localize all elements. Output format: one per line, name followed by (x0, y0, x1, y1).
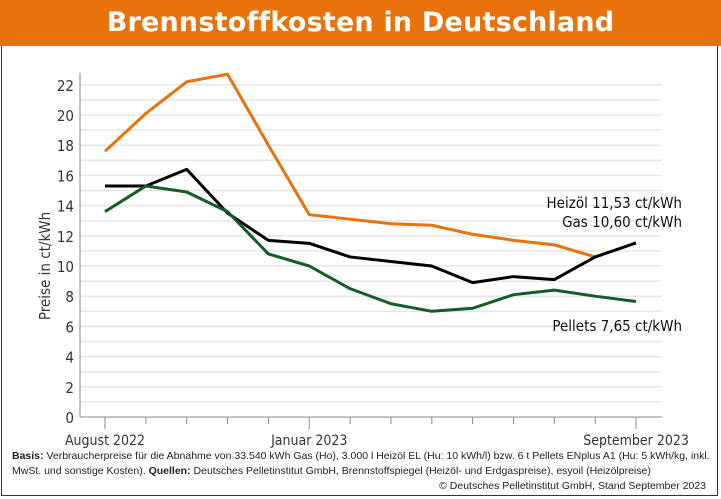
x-tick-label: September 2023 (583, 433, 689, 449)
footnote-basis: Basis: Verbraucherpreise für die Abnahme… (12, 449, 712, 479)
series-end-label: Pellets 7,65 ct/kWh (552, 317, 682, 335)
series-line-gas (103, 72, 596, 259)
y-tick-label: 20 (57, 107, 74, 125)
basis-label: Basis: (12, 450, 44, 462)
series-line-pellets (104, 184, 637, 313)
y-tick-label: 12 (57, 228, 74, 246)
y-tick-label: 10 (57, 258, 74, 276)
series-line-heizoel (105, 167, 637, 285)
y-tick-label: 2 (65, 379, 74, 397)
y-tick-label: 0 (65, 409, 74, 427)
y-tick-label: 16 (57, 167, 74, 185)
y-tick-label: 14 (57, 198, 74, 216)
series-end-label: Gas 10,60 ct/kWh (562, 213, 682, 231)
y-tick-label: 22 (57, 77, 74, 95)
series-end-label: Heizöl 11,53 ct/kWh (547, 194, 682, 212)
sources-text: Deutsches Pelletinstitut GmbH, Brennstof… (193, 465, 651, 477)
y-tick-label: 8 (65, 288, 74, 306)
y-tick-label: 18 (57, 137, 74, 155)
y-tick-label: 4 (65, 349, 74, 367)
basis-text: Verbraucherpreise für die Abnahme von 33… (12, 450, 710, 477)
y-axis-label: Preise in ct/kWh (36, 212, 54, 320)
y-tick-label: 6 (65, 318, 74, 336)
chart-title: Brennstoffkosten in Deutschland (0, 0, 721, 46)
sources-label: Quellen: (148, 465, 191, 477)
x-tick-label: August 2022 (65, 433, 145, 449)
copyright: © Deutsches Pelletinstitut GmbH, Stand S… (439, 480, 706, 492)
x-tick-label: Januar 2023 (270, 433, 347, 449)
